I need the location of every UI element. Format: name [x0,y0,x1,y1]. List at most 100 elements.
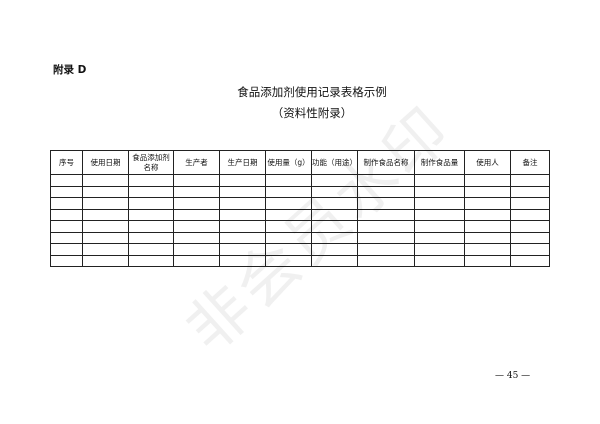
column-header: 使用人 [464,150,511,175]
table-cell [219,185,266,198]
table-cell [173,174,220,187]
table-cell [510,174,550,187]
table-cell [265,220,312,233]
table-cell [464,208,511,221]
table-cell [173,197,220,210]
table-cell [357,220,415,233]
table-cell [219,254,266,267]
table-row [50,220,550,233]
table-cell [128,197,174,210]
table-cell [219,208,266,221]
table-row [50,174,550,187]
table-cell [510,231,550,244]
document-title: 食品添加剂使用记录表格示例 [237,85,387,99]
table-cell [357,231,415,244]
table-cell [50,231,83,244]
table-cell [173,231,220,244]
table-cell [128,174,174,187]
table-cell [265,231,312,244]
table-row [50,185,550,198]
column-header: 生产日期 [219,150,266,175]
table-cell [357,174,415,187]
table-cell [173,185,220,198]
table-cell [311,231,358,244]
table-cell [219,220,266,233]
table-cell [414,220,465,233]
table-cell [50,197,83,210]
column-header: 食品添加剂名称 [128,150,174,175]
appendix-label: 附录 D [53,64,87,76]
table-cell [50,174,83,187]
table-cell [219,174,266,187]
table-cell [510,243,550,256]
column-header: 制作食品名称 [357,150,415,175]
table-cell [219,231,266,244]
column-header: 制作食品量 [414,150,465,175]
table-cell [311,220,358,233]
table-cell [357,254,415,267]
table-cell [510,220,550,233]
table-cell [128,243,174,256]
table-cell [464,197,511,210]
table-cell [50,208,83,221]
table-cell [265,185,312,198]
table-cell [311,254,358,267]
table-cell [128,208,174,221]
table-cell [464,220,511,233]
table-row [50,243,550,256]
column-header: 使用量（g） [265,150,312,175]
table-row [50,254,550,267]
table-cell [311,185,358,198]
table-cell [311,197,358,210]
table-cell [219,197,266,210]
table-cell [128,185,174,198]
table-cell [265,174,312,187]
table-row [50,208,550,221]
table-cell [311,174,358,187]
table-cell [128,220,174,233]
table-cell [82,254,129,267]
table-cell [414,174,465,187]
table-cell [82,220,129,233]
table-header-row: 序号 使用日期 食品添加剂名称 生产者 生产日期 使用量（g） 功能（用途） 制作食品名称 制作… [50,150,550,175]
column-header: 备注 [510,150,550,175]
table-cell [50,220,83,233]
table-cell [265,243,312,256]
table-cell [464,254,511,267]
table-cell [50,254,83,267]
table-cell [414,243,465,256]
table-cell [82,231,129,244]
table-cell [357,185,415,198]
table-cell [464,185,511,198]
table-cell [510,185,550,198]
table-cell [50,185,83,198]
table-cell [82,243,129,256]
table-cell [464,231,511,244]
table-cell [173,243,220,256]
page-number: — 45 — [495,371,531,381]
table-cell [414,197,465,210]
column-header: 功能（用途） [311,150,358,175]
table-cell [357,208,415,221]
table-cell [414,185,465,198]
table-cell [265,254,312,267]
table-cell [50,243,83,256]
column-header: 使用日期 [82,150,129,175]
table-cell [82,185,129,198]
table-cell [357,243,415,256]
table-cell [414,254,465,267]
table-cell [414,208,465,221]
column-header: 序号 [50,150,83,175]
column-header: 生产者 [173,150,220,175]
table-cell [82,208,129,221]
document-subtitle: （资料性附录） [271,106,353,120]
table-row [50,197,550,210]
table-cell [464,174,511,187]
table-cell [173,220,220,233]
table-cell [173,208,220,221]
table-cell [265,208,312,221]
table-cell [219,243,266,256]
table-cell [82,174,129,187]
table-cell [357,197,415,210]
table-cell [128,254,174,267]
